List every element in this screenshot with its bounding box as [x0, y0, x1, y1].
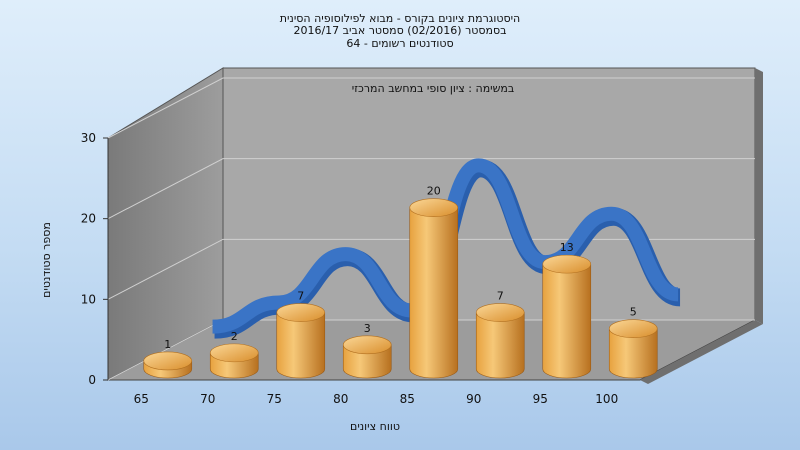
gridline-30	[107, 77, 755, 139]
bar-value-label-90: 7	[497, 290, 504, 303]
bar-value-label-70: 2	[231, 330, 238, 343]
bar-value-label-85: 20	[427, 185, 441, 198]
bar-85: 20	[409, 185, 459, 379]
bar-75: 7	[276, 290, 326, 379]
bar-95: 13	[542, 241, 592, 379]
floor-edge	[640, 320, 763, 384]
x-tick-label-75: 75	[267, 392, 282, 406]
x-tick-label-90: 90	[466, 392, 481, 406]
x-axis-label: טווח ציונים	[350, 420, 400, 433]
bar-value-label-100: 5	[630, 306, 637, 319]
bar-body-95	[542, 263, 592, 379]
y-axis-label: מספר סטודנטים	[40, 222, 53, 298]
bar-70: 2	[209, 330, 259, 379]
bar-value-label-65: 1	[164, 338, 171, 351]
y-tick-label-0: 0	[88, 373, 96, 387]
x-tick-label-65: 65	[134, 392, 149, 406]
bar-80: 3	[342, 322, 392, 379]
bar-top-95	[542, 254, 592, 274]
bar-90: 7	[475, 290, 525, 379]
bar-value-label-95: 13	[560, 241, 574, 254]
x-tick-label-95: 95	[533, 392, 548, 406]
gridline-20	[107, 158, 755, 220]
bar-top-75	[276, 303, 326, 322]
bar-body-85	[409, 207, 459, 379]
bar-body-90	[475, 312, 525, 379]
bar-top-85	[409, 198, 459, 217]
bar-top-100	[608, 319, 658, 338]
bar-body-75	[276, 312, 326, 379]
bar-value-label-80: 3	[364, 322, 371, 335]
bar-100: 5	[608, 306, 658, 379]
x-tick-label-80: 80	[333, 392, 348, 406]
x-tick-label-70: 70	[200, 392, 215, 406]
annotation-text: במשימה : ציון סופי במחשב המרכזי	[352, 82, 515, 95]
x-tick-label-100: 100	[595, 392, 618, 406]
bar-body-80	[342, 344, 392, 379]
x-tick-label-85: 85	[400, 392, 415, 406]
bar-top-80	[342, 335, 392, 355]
bar-value-label-75: 7	[297, 290, 304, 303]
bar-top-90	[475, 303, 525, 322]
y-tick-label-20: 20	[81, 212, 96, 226]
chart-subtitle-students: 64 - סטודנטים רשומים	[346, 37, 454, 50]
bar-top-65	[143, 351, 193, 371]
bar-65: 1	[143, 338, 193, 379]
y-tick-label-10: 10	[81, 292, 96, 306]
chart-title: היסטוגרמת ציונים בקורס - מבוא לפילוסופיה…	[279, 12, 521, 25]
bar-body-100	[608, 328, 658, 379]
chart-subtitle-semester: בסמסטר (02/2016) סמסטר אביב 2016/17	[293, 24, 507, 37]
back-wall-rim	[755, 68, 763, 324]
y-tick-label-30: 30	[81, 131, 96, 145]
bar-top-70	[209, 343, 259, 363]
